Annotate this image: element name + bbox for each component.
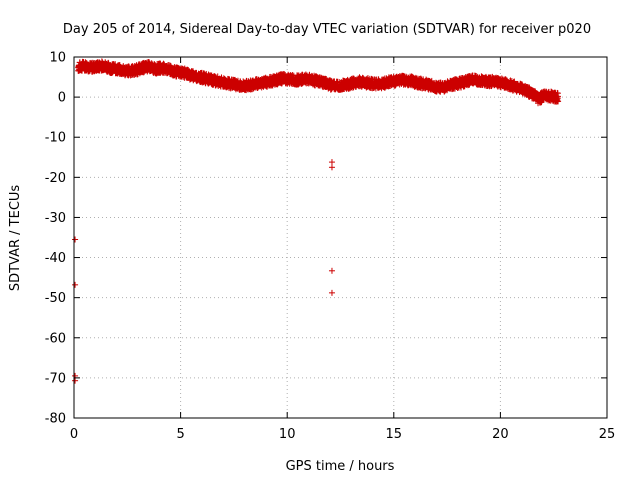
y-tick-label: 10 xyxy=(49,51,66,66)
x-axis-label: GPS time / hours xyxy=(286,459,395,474)
y-tick-label: 0 xyxy=(58,91,66,106)
chart-title: Day 205 of 2014, Sidereal Day-to-day VTE… xyxy=(63,22,591,37)
x-tick-label: 10 xyxy=(279,427,296,442)
data-point xyxy=(412,74,419,81)
x-tick-label: 15 xyxy=(386,427,403,442)
y-tick-label: -50 xyxy=(45,291,66,306)
y-tick-label: -20 xyxy=(45,171,66,186)
x-tick-label: 20 xyxy=(492,427,509,442)
x-tick-label: 0 xyxy=(70,427,78,442)
y-tick-label: -80 xyxy=(45,412,66,427)
y-tick-label: -70 xyxy=(45,371,66,386)
y-tick-label: -10 xyxy=(45,131,66,146)
data-markers xyxy=(72,58,562,384)
gridlines xyxy=(74,57,607,418)
x-tick-label: 5 xyxy=(176,427,184,442)
y-tick-label: -40 xyxy=(45,251,66,266)
y-tick-label: -60 xyxy=(45,331,66,346)
x-tick-label: 25 xyxy=(599,427,616,442)
y-axis-label: SDTVAR / TECUs xyxy=(8,185,23,292)
y-tick-label: -30 xyxy=(45,211,66,226)
